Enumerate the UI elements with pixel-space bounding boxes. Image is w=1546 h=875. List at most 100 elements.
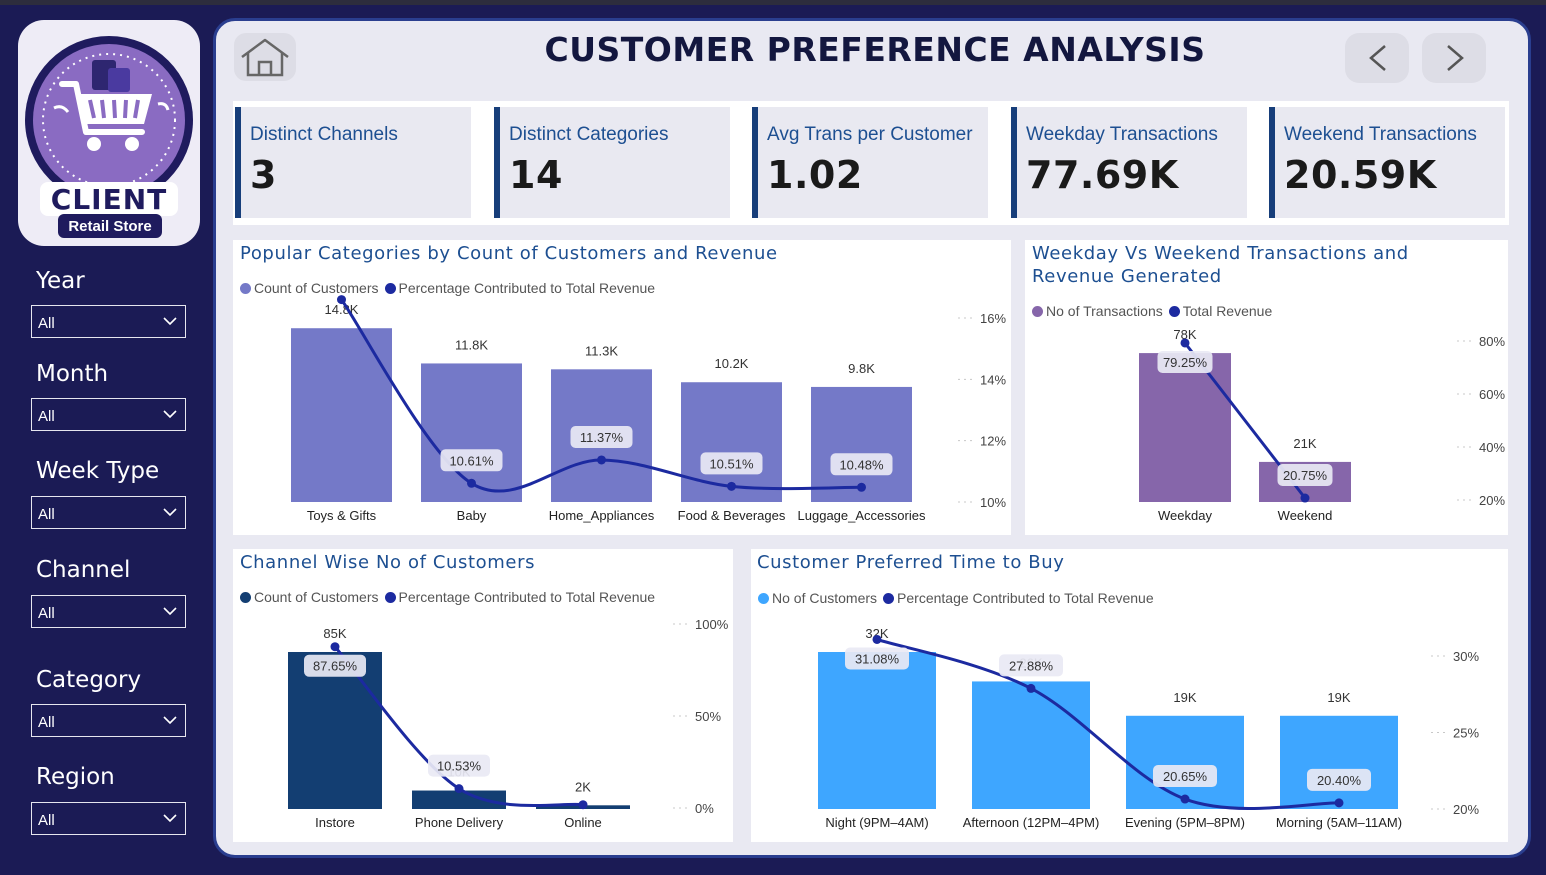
chart-title: Channel Wise No of Customers — [240, 552, 536, 573]
line-point — [1026, 683, 1036, 693]
legend-label: Percentage Contributed to Total Revenue — [398, 280, 656, 296]
line-value-label: 20.40% — [1317, 773, 1362, 788]
legend-item: Percentage Contributed to Total Revenue — [384, 280, 656, 296]
bar-value-label: 11.3K — [585, 343, 618, 358]
data-label-bg — [304, 654, 366, 677]
data-label-bg — [1307, 768, 1371, 791]
category-label: Luggage_Accessories — [798, 508, 926, 523]
category-label: Phone Delivery — [415, 815, 504, 830]
data-label-bg — [1153, 765, 1217, 788]
legend-dot — [240, 591, 251, 603]
logo-emblem — [25, 36, 193, 238]
line-point — [872, 634, 882, 644]
kpi-label: Avg Trans per Customer — [767, 124, 973, 145]
filter-category-select[interactable]: All — [31, 704, 186, 737]
chart-legend: No of Transactions Total Revenue — [1032, 303, 1278, 319]
axis-tick-label: 50% — [695, 709, 721, 724]
kpi-label: Weekend Transactions — [1284, 124, 1477, 145]
filter-channel-select[interactable]: All — [31, 595, 186, 628]
weekpart-chart-card: Weekday Vs Weekend Transactions and Reve… — [1025, 240, 1508, 535]
chevron-down-icon — [163, 317, 177, 326]
legend-dot — [384, 591, 396, 603]
line-point — [727, 481, 736, 491]
home-icon — [241, 38, 289, 77]
axis-tick-label: 20% — [1453, 802, 1479, 817]
data-label-bg — [570, 425, 633, 448]
filter-year-select[interactable]: All — [31, 305, 186, 338]
line-value-label: 10.53% — [437, 759, 482, 774]
filter-week-type-value: All — [38, 506, 55, 523]
kpi-value: 20.59K — [1284, 153, 1437, 197]
bar — [291, 328, 392, 502]
legend-dot — [384, 282, 396, 294]
category-label: Food & Beverages — [678, 508, 786, 523]
next-page-button[interactable] — [1422, 33, 1486, 83]
filter-category-value: All — [38, 714, 55, 731]
kpi-weekday-transactions: Weekday Transactions 77.69K — [1011, 107, 1247, 218]
axis-tick-label: 14% — [980, 372, 1006, 387]
legend-item: Percentage Contributed to Total Revenue — [384, 589, 655, 605]
chevron-right-icon — [1447, 45, 1464, 71]
legend-dot — [758, 592, 769, 604]
category-label: Night (9PM–4AM) — [825, 815, 928, 830]
axis-tick-label: 60% — [1479, 387, 1505, 402]
bar-value-label: 21K — [1293, 436, 1316, 451]
chevron-down-icon — [163, 508, 177, 517]
data-label-bg — [830, 453, 893, 476]
kpi-avg-trans-per-customer: Avg Trans per Customer 1.02 — [752, 107, 988, 218]
home-button[interactable] — [234, 33, 296, 81]
bar — [412, 790, 506, 809]
chevron-left-icon — [1369, 45, 1386, 71]
line-value-label: 20.75% — [1283, 468, 1328, 483]
bar-value-label: 11.8K — [455, 337, 488, 352]
chart-title: Weekday Vs Weekend Transactions and Reve… — [1032, 243, 1409, 287]
filter-week-type-label: Week Type — [36, 458, 160, 484]
logo-brand: CLIENT — [50, 183, 168, 216]
line-value-label: 31.08% — [855, 651, 900, 666]
line-point — [1300, 493, 1310, 503]
category-label: Evening (5PM–8PM) — [1125, 815, 1245, 830]
line-value-label: 10.48% — [839, 457, 884, 472]
axis-tick-label: 20% — [1479, 493, 1505, 508]
kpi-label: Weekday Transactions — [1026, 124, 1218, 145]
kpi-value: 1.02 — [767, 153, 863, 197]
filter-month-label: Month — [36, 361, 109, 387]
filter-week-type-select[interactable]: All — [31, 496, 186, 529]
category-label: Afternoon (12PM–4PM) — [963, 815, 1100, 830]
time-chart-card: Customer Preferred Time to Buy No of Cus… — [751, 549, 1508, 842]
chevron-down-icon — [163, 814, 177, 823]
category-label: Weekday — [1158, 508, 1212, 523]
line-value-label: 79.25% — [1163, 355, 1208, 370]
kpi-label: Distinct Categories — [509, 124, 669, 145]
axis-tick-label: 12% — [980, 434, 1006, 449]
axis-tick-label: 25% — [1453, 726, 1479, 741]
filter-region-select[interactable]: All — [31, 802, 186, 835]
axis-tick-label: 100% — [695, 617, 729, 632]
line-point — [1180, 338, 1190, 348]
window-top-bar — [0, 0, 1546, 5]
kpi-value: 14 — [509, 153, 563, 197]
legend-label: Total Revenue — [1182, 303, 1273, 319]
previous-page-button[interactable] — [1345, 33, 1409, 83]
legend-label: No of Transactions — [1046, 303, 1163, 319]
data-label-bg — [700, 452, 763, 475]
legend-dot — [240, 282, 251, 294]
chart-legend: Count of Customers Percentage Contribute… — [240, 589, 661, 605]
logo-card: CLIENT Retail Store — [18, 20, 200, 246]
weekpart-chart-plot: 80% 60% 40% 20% 78K Weekday 21K Weekend 79.25% 20… — [1139, 327, 1505, 523]
chart-legend: Count of Customers Percentage Contribute… — [240, 280, 661, 296]
legend-item: Count of Customers — [240, 589, 379, 605]
filter-channel-label: Channel — [36, 557, 131, 583]
filter-month-select[interactable]: All — [31, 398, 186, 431]
bar — [818, 652, 936, 809]
line-series — [340, 298, 863, 493]
line-value-label: 20.65% — [1163, 769, 1208, 784]
data-label-bg — [1157, 350, 1213, 373]
line-point — [330, 642, 340, 652]
bar-value-label: 2K — [575, 779, 591, 794]
kpi-distinct-categories: Distinct Categories 14 — [494, 107, 730, 218]
chevron-down-icon — [163, 410, 177, 419]
bar-value-label: 14.8K — [325, 302, 359, 317]
axis-tick-label: 30% — [1453, 649, 1479, 664]
